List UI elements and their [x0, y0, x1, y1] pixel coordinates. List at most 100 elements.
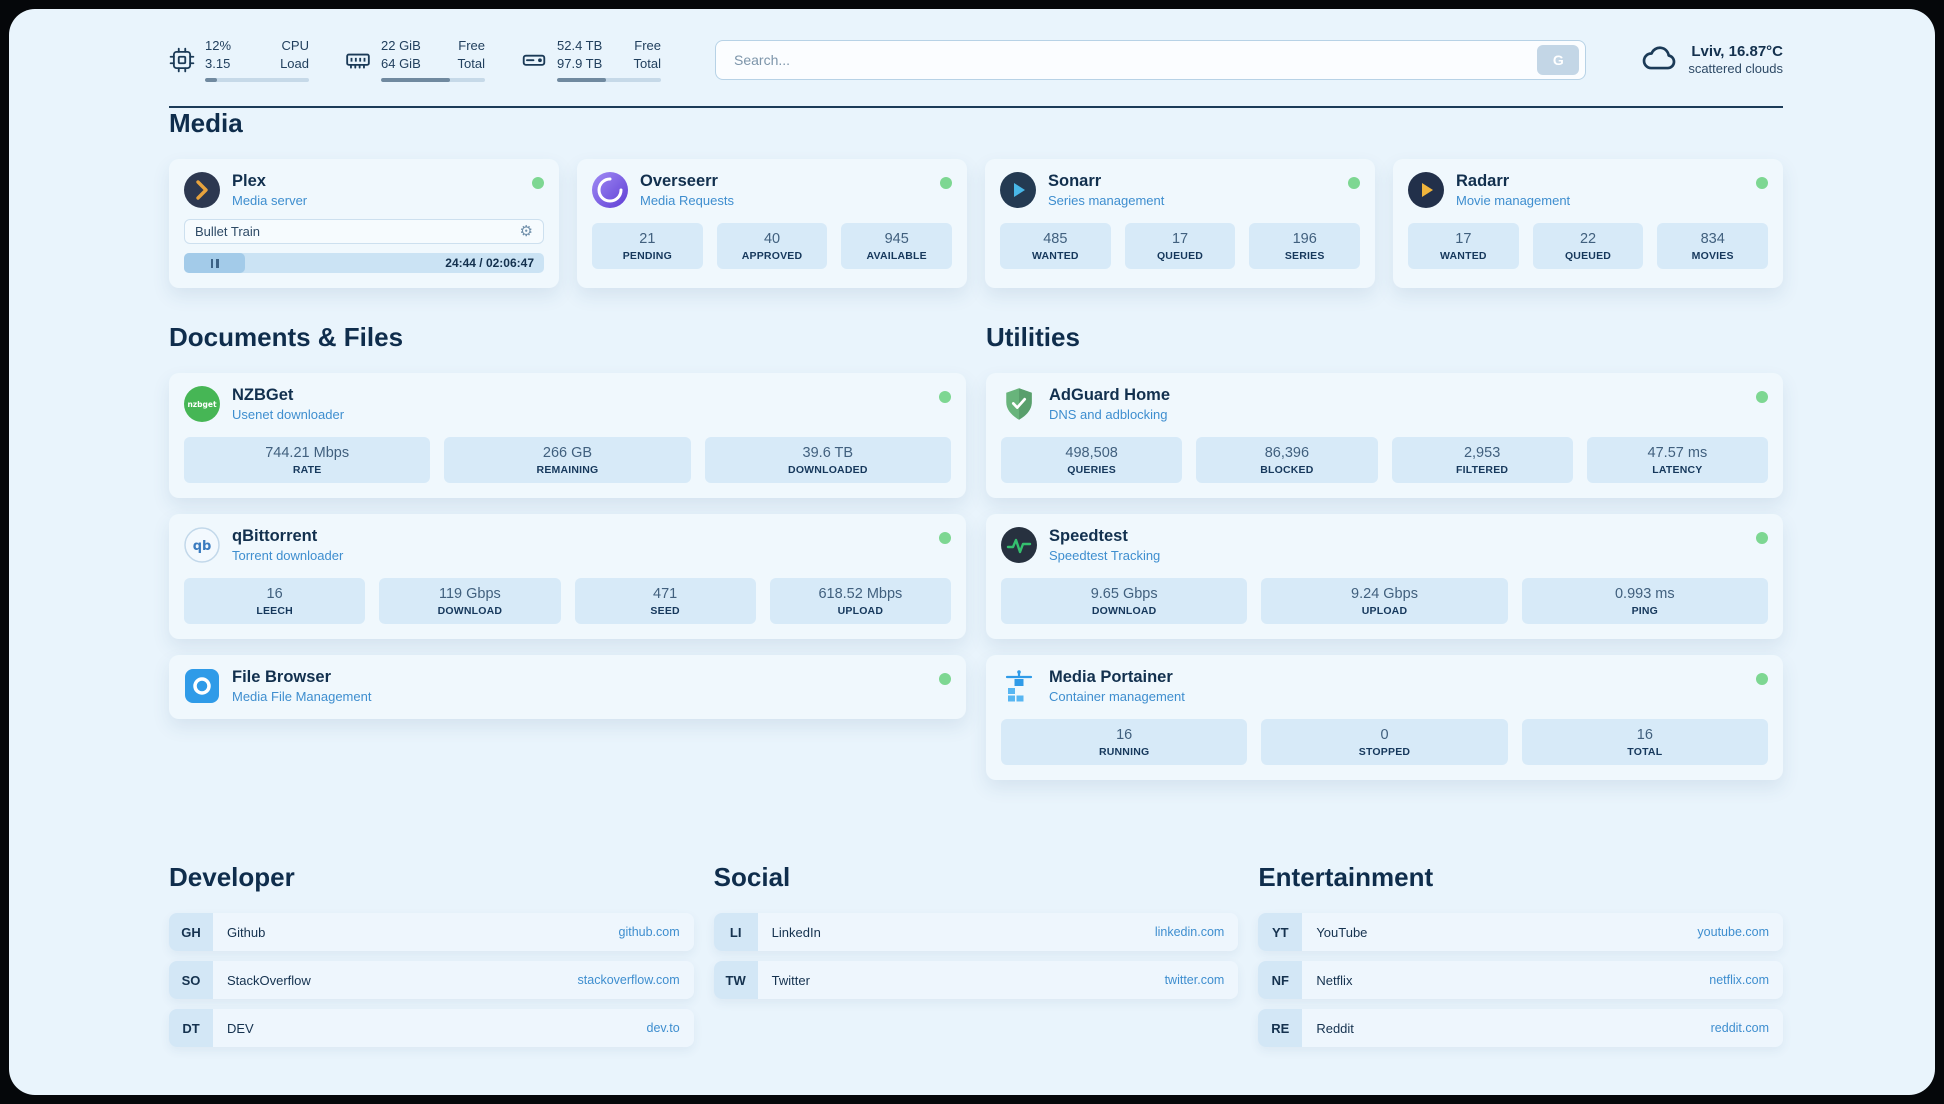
bookmark-url: stackoverflow.com	[577, 973, 680, 988]
stat-box: 618.52 Mbps UPLOAD	[769, 578, 951, 625]
section-title-social: Social	[713, 862, 791, 893]
bookmark-dev[interactable]: DT DEV dev.to	[169, 1009, 694, 1048]
bookmark-url: youtube.com	[1697, 925, 1769, 940]
bookmark-twitter[interactable]: TW Twitter twitter.com	[713, 961, 1239, 1000]
service-card-qbittorrent[interactable]: qb qBittorrent Torrent downloader 16 LEE…	[169, 514, 966, 640]
cloud-icon	[1640, 41, 1678, 78]
bookmark-url: netflix.com	[1709, 973, 1769, 988]
service-name: Overseerr	[640, 172, 718, 191]
stat-box: 485 WANTED	[1000, 223, 1111, 270]
bookmark-youtube[interactable]: YT YouTube youtube.com	[1258, 913, 1783, 952]
memory-icon	[345, 47, 371, 73]
stat-box: 196 SERIES	[1249, 223, 1361, 270]
cpu-icon	[169, 47, 195, 73]
bookmark-abbr: YT	[1258, 913, 1303, 952]
weather-location: Lviv, 16.87°C	[1691, 43, 1783, 61]
cpu-load-label: Load	[280, 56, 309, 72]
stat-box: 17 WANTED	[1408, 223, 1519, 270]
cpu-usage-widget: 12% 3.15 CPU Load	[169, 37, 309, 83]
bookmark-name: YouTube	[1316, 924, 1368, 940]
stat-box: 0.993 ms PING	[1521, 578, 1768, 625]
search-provider-button[interactable]: G	[1537, 44, 1580, 75]
svg-text:qb: qb	[193, 539, 212, 554]
section-title-developer: Developer	[169, 862, 295, 893]
service-card-sonarr[interactable]: Sonarr Series management 485 WANTED 17 Q…	[985, 159, 1375, 289]
memory-free-label: Free	[458, 38, 485, 53]
stat-box: 22 QUEUED	[1532, 223, 1644, 270]
service-card-portainer[interactable]: Media Portainer Container management 16 …	[986, 655, 1783, 781]
service-subtitle: Movie management	[1456, 193, 1571, 209]
stat-box: 16 TOTAL	[1521, 719, 1768, 766]
memory-total-value: 64 GiB	[381, 56, 421, 72]
bookmark-github[interactable]: GH Github github.com	[169, 913, 694, 952]
memory-total-label: Total	[457, 56, 485, 72]
stat-box: 16 RUNNING	[1001, 719, 1248, 766]
disk-free-value: 52.4 TB	[557, 38, 603, 53]
disk-total-value: 97.9 TB	[557, 56, 603, 72]
bookmark-url: linkedin.com	[1154, 925, 1225, 940]
search-input[interactable]	[732, 50, 1538, 69]
service-subtitle: Series management	[1048, 193, 1165, 209]
status-dot	[1756, 532, 1768, 545]
bookmark-stackoverflow[interactable]: SO StackOverflow stackoverflow.com	[169, 961, 694, 1000]
memory-progress-bar	[381, 78, 485, 83]
service-card-adguard[interactable]: AdGuard Home DNS and adblocking 498,508 …	[986, 373, 1783, 499]
section-title-utilities: Utilities	[986, 322, 1080, 353]
service-name: Plex	[232, 172, 266, 191]
bookmark-url: github.com	[618, 925, 680, 940]
status-dot	[939, 391, 951, 404]
service-name: Media Portainer	[1049, 668, 1173, 687]
top-bar: 12% 3.15 CPU Load	[169, 9, 1783, 83]
service-name: Radarr	[1456, 172, 1510, 191]
service-subtitle: Media File Management	[232, 689, 372, 705]
stat-box: 119 Gbps DOWNLOAD	[379, 578, 561, 625]
speedtest-icon	[1001, 527, 1037, 564]
stat-box: 0 STOPPED	[1261, 719, 1508, 766]
stat-box: 498,508 QUERIES	[1001, 437, 1183, 484]
stat-box: 471 SEED	[574, 578, 756, 625]
playback-progress-bar[interactable]: 24:44 / 02:06:47	[184, 253, 544, 274]
disk-progress-bar	[557, 78, 661, 83]
bookmark-abbr: TW	[713, 961, 758, 1000]
disk-total-label: Total	[633, 56, 661, 72]
memory-usage-widget: 22 GiB 64 GiB Free Total	[345, 37, 485, 83]
status-dot	[1348, 177, 1360, 190]
service-card-radarr[interactable]: Radarr Movie management 17 WANTED 22 QUE…	[1393, 159, 1783, 289]
bookmark-name: LinkedIn	[771, 924, 821, 940]
search-bar[interactable]: G	[715, 39, 1587, 80]
stat-box: 945 AVAILABLE	[841, 223, 953, 270]
dashboard-page: 12% 3.15 CPU Load	[9, 9, 1935, 1095]
radarr-icon	[1408, 172, 1444, 209]
service-card-overseerr[interactable]: Overseerr Media Requests 21 PENDING 40 A…	[577, 159, 967, 289]
bookmark-url: twitter.com	[1164, 973, 1225, 988]
bookmark-name: Github	[227, 924, 266, 940]
cpu-load-value: 3.15	[205, 56, 231, 72]
status-dot	[940, 177, 952, 190]
service-card-filebrowser[interactable]: File Browser Media File Management	[169, 655, 966, 720]
service-card-speedtest[interactable]: Speedtest Speedtest Tracking 9.65 Gbps D…	[986, 514, 1783, 640]
bookmark-linkedin[interactable]: LI LinkedIn linkedin.com	[713, 913, 1239, 952]
bookmark-netflix[interactable]: NF Netflix netflix.com	[1258, 961, 1783, 1000]
pause-icon[interactable]	[210, 258, 219, 268]
disk-usage-widget: 52.4 TB 97.9 TB Free Total	[521, 37, 661, 83]
bookmark-reddit[interactable]: RE Reddit reddit.com	[1258, 1009, 1783, 1048]
stat-box: 266 GB REMAINING	[444, 437, 691, 484]
cpu-label: CPU	[281, 38, 309, 53]
service-card-nzbget[interactable]: nzbget NZBGet Usenet downloader 744.21 M…	[169, 373, 966, 499]
service-name: File Browser	[232, 668, 332, 687]
gear-icon[interactable]: ⚙	[519, 223, 533, 241]
status-dot	[939, 532, 951, 545]
bookmark-abbr: GH	[169, 913, 213, 952]
filebrowser-icon	[184, 668, 220, 704]
service-subtitle: Media Requests	[640, 193, 734, 209]
service-name: qBittorrent	[232, 527, 318, 546]
service-card-plex[interactable]: Plex Media server Bullet Train ⚙ 24:44 /…	[169, 159, 559, 289]
status-dot	[1756, 177, 1768, 190]
bookmark-url: dev.to	[646, 1021, 680, 1036]
service-name: NZBGet	[232, 386, 294, 405]
weather-widget: Lviv, 16.87°C scattered clouds	[1640, 41, 1783, 78]
memory-free-value: 22 GiB	[381, 38, 421, 53]
stat-box: 47.57 ms LATENCY	[1586, 437, 1768, 484]
plex-icon	[184, 172, 220, 209]
status-dot	[939, 673, 951, 686]
